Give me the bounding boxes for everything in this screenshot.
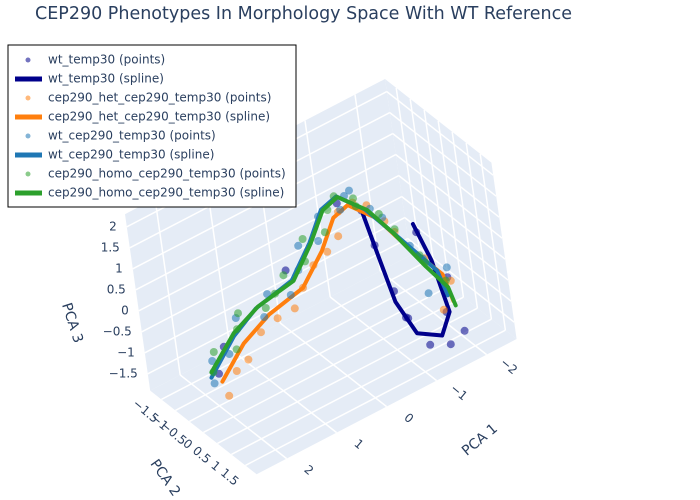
legend: wt_temp30 (points) wt_temp30 (spline) cep2… <box>7 44 297 208</box>
spline <box>209 195 458 375</box>
chart-title: CEP290 Phenotypes In Morphology Space Wi… <box>35 4 572 24</box>
z-axis-title: PCA 3 <box>58 301 86 345</box>
grid-line <box>479 153 507 331</box>
grid-line <box>154 198 181 376</box>
grid-line <box>386 91 494 176</box>
point <box>320 228 329 237</box>
legend-label: wt_temp30 (points) <box>48 53 165 67</box>
grid-line <box>245 329 506 467</box>
legend-label: cep290_het_cep290_temp30 (points) <box>48 91 271 105</box>
z-tick-label: 0.5 <box>107 282 126 296</box>
grid-line <box>389 112 497 197</box>
point <box>334 232 343 241</box>
legend-symbol <box>25 133 31 139</box>
point <box>446 340 455 349</box>
x-tick-label: 2 <box>301 462 316 478</box>
point <box>426 340 435 349</box>
z-tick-label: −1.5 <box>109 366 138 380</box>
point <box>460 326 469 335</box>
point <box>314 237 323 245</box>
point <box>209 348 218 356</box>
y-tick-label: 0.5 <box>190 444 214 467</box>
y-axis-title: PCA 2 <box>147 457 184 500</box>
legend-symbol <box>25 95 31 101</box>
x-axis-title: PCA 1 <box>459 421 501 460</box>
grid-line <box>161 263 422 401</box>
point <box>234 309 242 318</box>
legend-label: cep290_homo_cep290_temp30 (spline) <box>48 186 284 200</box>
grid-line <box>135 153 397 291</box>
z-tick-label: 0 <box>121 303 129 317</box>
point <box>208 357 217 365</box>
x-tick-label: 1 <box>351 436 366 452</box>
grid-line <box>392 133 500 218</box>
point <box>349 194 357 203</box>
point <box>424 289 433 298</box>
grid-line <box>437 120 465 298</box>
point <box>290 304 299 313</box>
point <box>232 367 241 375</box>
point <box>244 355 253 364</box>
grid-line <box>401 196 509 281</box>
grid-line <box>189 285 450 423</box>
legend-label: wt_cep290_temp30 (spline) <box>48 148 214 162</box>
grid-line <box>203 296 464 434</box>
point <box>210 379 219 388</box>
point <box>261 304 270 312</box>
grid-line <box>141 195 403 333</box>
point <box>439 305 448 314</box>
point <box>286 291 295 299</box>
point <box>225 391 234 400</box>
x-tick-label: 0 <box>401 410 416 426</box>
x-tick-label: −2 <box>498 355 521 377</box>
point <box>273 314 282 323</box>
legend-box <box>7 44 297 208</box>
point <box>294 241 303 250</box>
grid-line <box>451 131 479 309</box>
z-tick-label: −1 <box>117 345 135 359</box>
y-tick-label: 1.5 <box>218 466 242 489</box>
point <box>279 271 288 280</box>
grid-line <box>398 175 506 260</box>
grid-line <box>404 217 512 302</box>
z-tick-label: 2 <box>109 219 117 233</box>
x-tick-label: −1 <box>448 381 471 403</box>
legend-label: wt_cep290_temp30 (points) <box>48 129 216 143</box>
legend-symbol <box>25 171 31 177</box>
point <box>260 313 269 321</box>
point <box>232 345 241 354</box>
z-tick-label: 1 <box>115 261 123 275</box>
z-tick-label: −0.5 <box>103 324 132 338</box>
legend-label: wt_temp30 (spline) <box>48 72 164 86</box>
grid-line <box>144 216 406 354</box>
grid-line <box>409 98 437 276</box>
grid-line <box>395 154 503 239</box>
legend-symbol <box>25 57 31 63</box>
grid-line <box>423 109 451 287</box>
point <box>442 263 451 272</box>
point <box>323 247 332 256</box>
point <box>298 235 307 243</box>
point <box>336 205 345 214</box>
point <box>257 328 265 337</box>
z-tick-label: 1.5 <box>101 240 120 254</box>
grid-line <box>465 142 493 320</box>
grid-line <box>304 120 331 298</box>
point <box>345 186 353 195</box>
legend-label: cep290_het_cep290_temp30 (spline) <box>48 110 270 124</box>
scene: −2−1012−1.5−1−0.500.511.5−1.5−1−0.500.51… <box>101 79 520 489</box>
grid-line <box>217 307 478 445</box>
legend-label: cep290_homo_cep290_temp30 (points) <box>48 167 286 181</box>
